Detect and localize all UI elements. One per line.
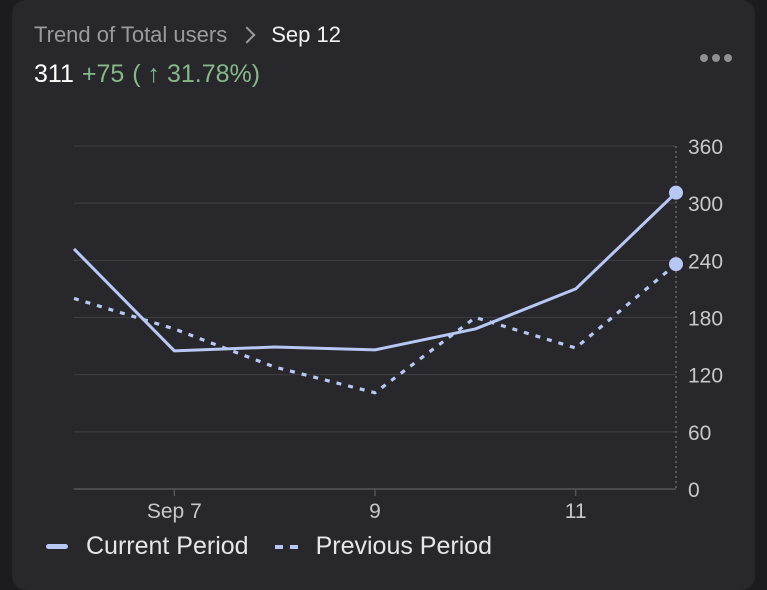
y-tick-label: 180 bbox=[688, 308, 723, 331]
more-horizontal-icon[interactable] bbox=[700, 54, 732, 62]
chart-card: Trend of Total users Sep 12 311 +75( ↑ 31… bbox=[12, 0, 755, 590]
legend: Current Period Previous Period bbox=[46, 532, 518, 561]
point-previous-6 bbox=[669, 257, 683, 272]
metric-value: 311 bbox=[34, 60, 74, 88]
headline-metric: 311 +75( ↑ 31.78%) bbox=[34, 60, 260, 89]
metric-percent-change: ( ↑ 31.78%) bbox=[132, 60, 261, 88]
x-tick-label: 9 bbox=[369, 500, 381, 523]
more-dot bbox=[712, 54, 720, 62]
legend-label-previous: Previous Period bbox=[315, 532, 493, 560]
breadcrumb-parent[interactable]: Trend of Total users bbox=[34, 22, 228, 47]
legend-item-previous[interactable]: Previous Period bbox=[274, 532, 493, 561]
metric-delta: +75 bbox=[81, 60, 125, 88]
y-tick-label: 300 bbox=[688, 193, 723, 216]
legend-swatch-dashed bbox=[274, 544, 298, 549]
x-tick-label: 11 bbox=[565, 500, 587, 523]
x-tick-label: Sep 7 bbox=[147, 500, 202, 523]
breadcrumb-current: Sep 12 bbox=[271, 22, 341, 47]
y-tick-label: 0 bbox=[688, 479, 700, 502]
more-dot bbox=[700, 54, 708, 62]
legend-label-current: Current Period bbox=[86, 532, 249, 560]
y-tick-label: 120 bbox=[688, 365, 723, 388]
y-tick-label: 60 bbox=[688, 422, 711, 445]
series-line-current bbox=[72, 191, 678, 353]
series-line-previous bbox=[73, 262, 678, 395]
y-tick-label: 360 bbox=[688, 136, 723, 159]
legend-swatch-solid bbox=[46, 544, 68, 549]
more-dot bbox=[724, 54, 732, 62]
y-tick-label: 240 bbox=[688, 250, 723, 273]
breadcrumb: Trend of Total users Sep 12 bbox=[34, 22, 341, 48]
point-current-6 bbox=[669, 185, 683, 200]
legend-item-current[interactable]: Current Period bbox=[46, 532, 249, 561]
